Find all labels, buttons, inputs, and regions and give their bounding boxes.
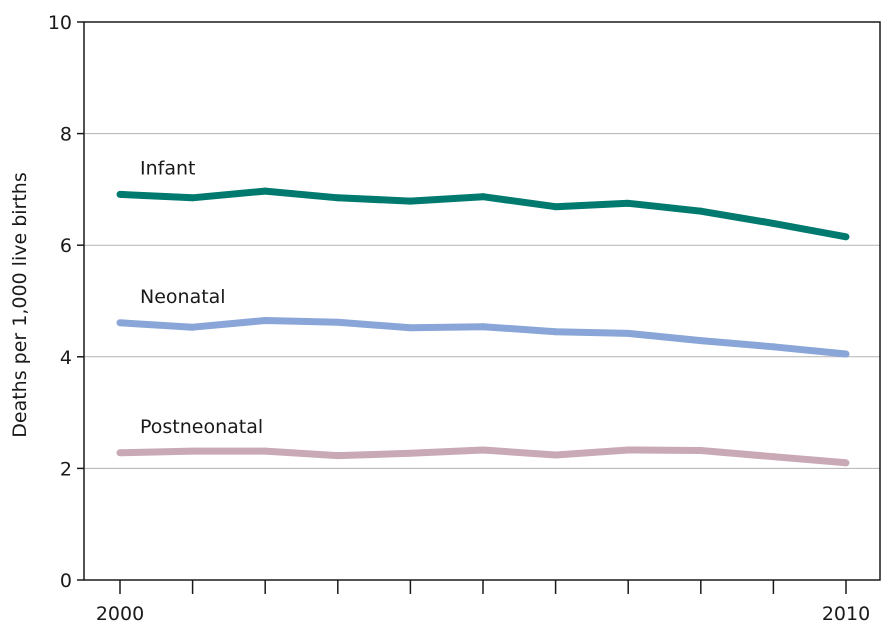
- x-tick-label-2000: 2000: [96, 603, 144, 624]
- y-tick-label-2: 2: [60, 458, 72, 480]
- point-neonatal-2008: [697, 337, 705, 345]
- point-postneonatal-2005: [479, 446, 487, 454]
- point-infant-2007: [624, 199, 632, 207]
- point-infant-2009: [769, 219, 777, 227]
- series-label-infant: Infant: [140, 157, 195, 179]
- y-tick-label-10: 10: [48, 12, 72, 34]
- point-infant-2008: [697, 207, 705, 215]
- point-postneonatal-2000: [116, 449, 124, 457]
- point-neonatal-2000: [116, 319, 124, 327]
- y-tick-label-0: 0: [60, 570, 72, 592]
- y-axis-title: Deaths per 1,000 live births: [9, 172, 31, 438]
- point-neonatal-2003: [334, 318, 342, 326]
- point-postneonatal-2009: [769, 453, 777, 461]
- point-postneonatal-2003: [334, 452, 342, 460]
- tick-labels: 0 2 4 6 8 10 2000 2010: [48, 12, 870, 624]
- gridlines: [84, 133, 880, 469]
- point-postneonatal-2004: [406, 449, 414, 457]
- point-neonatal-2009: [769, 343, 777, 351]
- x-tick-label-2010: 2010: [822, 603, 870, 624]
- point-postneonatal-2001: [189, 447, 197, 455]
- point-infant-2006: [552, 203, 560, 211]
- point-neonatal-2005: [479, 323, 487, 331]
- point-neonatal-2006: [552, 328, 560, 336]
- point-neonatal-2010: [842, 350, 850, 358]
- plot-frame: [83, 21, 881, 581]
- axes: [77, 21, 881, 594]
- point-postneonatal-2010: [842, 459, 850, 467]
- point-postneonatal-2008: [697, 447, 705, 455]
- series-lines: [116, 187, 850, 467]
- y-tick-label-8: 8: [60, 124, 72, 146]
- series-labels: Infant Neonatal Postneonatal: [140, 157, 263, 437]
- point-postneonatal-2002: [261, 447, 269, 455]
- y-tick-label-6: 6: [60, 235, 72, 257]
- point-infant-2004: [406, 197, 414, 205]
- point-infant-2010: [842, 233, 850, 241]
- point-neonatal-2001: [189, 323, 197, 331]
- point-infant-2005: [479, 193, 487, 201]
- point-infant-2001: [189, 194, 197, 202]
- point-neonatal-2004: [406, 324, 414, 332]
- point-postneonatal-2007: [624, 446, 632, 454]
- series-label-neonatal: Neonatal: [140, 286, 226, 308]
- y-tick-label-4: 4: [60, 347, 72, 369]
- series-label-postneonatal: Postneonatal: [140, 416, 263, 438]
- point-infant-2000: [116, 190, 124, 198]
- point-infant-2002: [261, 187, 269, 195]
- point-neonatal-2007: [624, 329, 632, 337]
- point-neonatal-2002: [261, 317, 269, 325]
- point-infant-2003: [334, 194, 342, 202]
- point-postneonatal-2006: [552, 451, 560, 459]
